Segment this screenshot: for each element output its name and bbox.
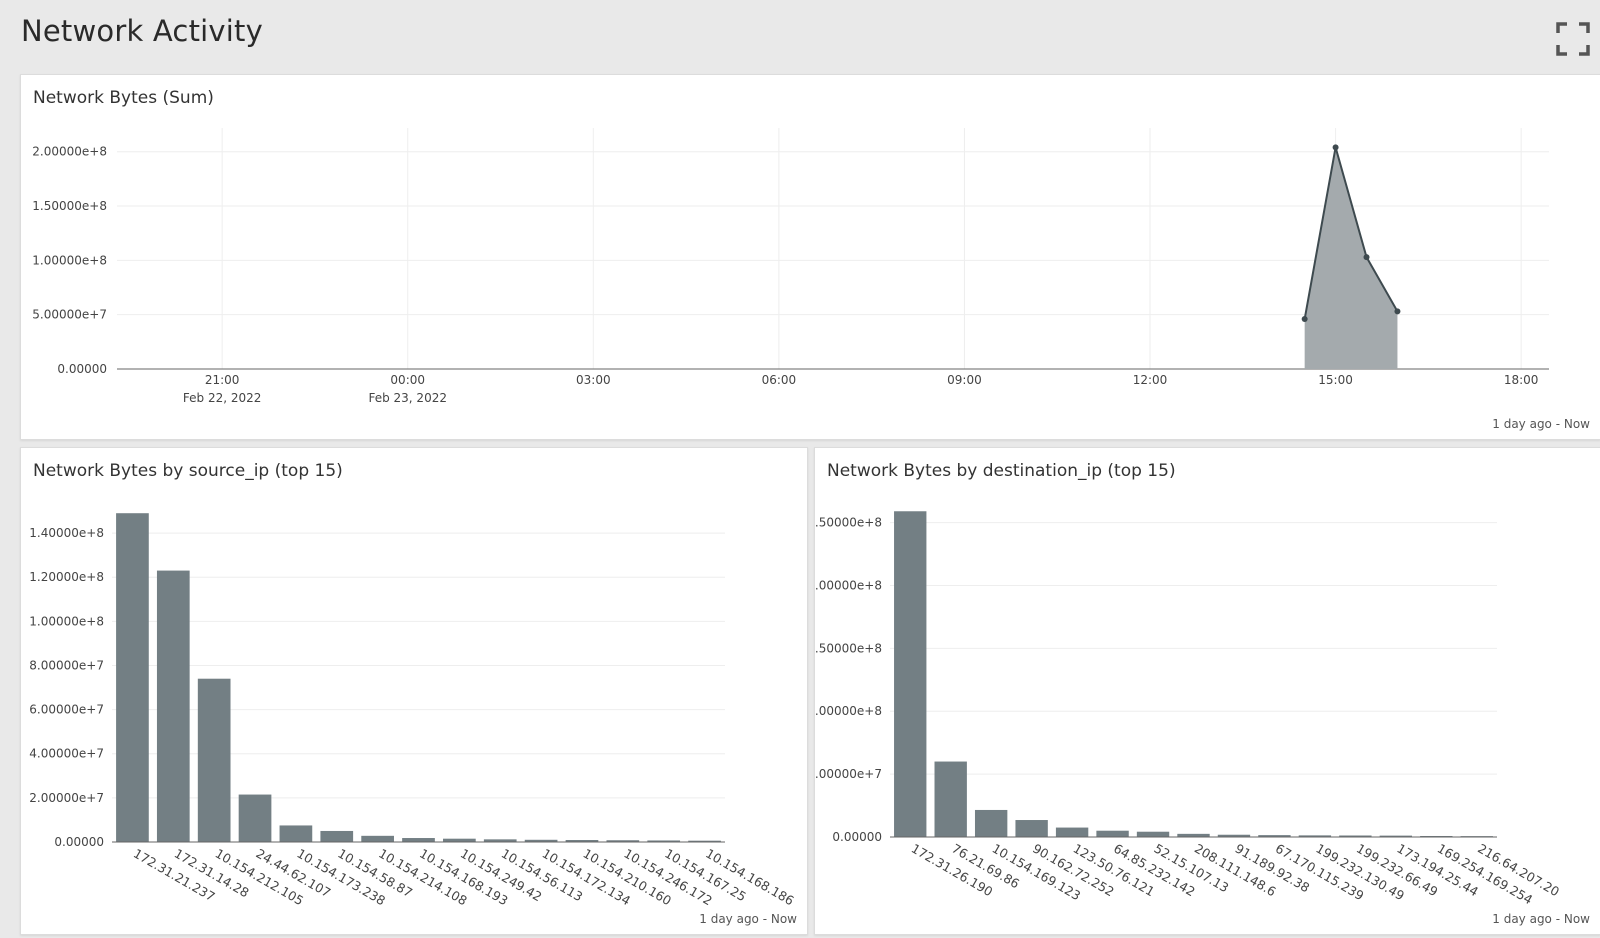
bar [361,835,394,842]
x-tick-date-label: Feb 23, 2022 [368,391,447,405]
bar [647,840,681,842]
bar [1420,835,1453,837]
bar [483,839,517,842]
bar [116,513,149,842]
panel-bytes-by-destination-ip: Network Bytes by destination_ip (top 15)… [814,447,1600,935]
time-range-label: 1 day ago - Now [699,912,797,926]
bar [1339,835,1372,837]
bar [1136,831,1170,837]
bar [565,840,599,842]
data-point [1332,144,1339,151]
bar [238,794,272,842]
bar [1096,830,1129,837]
bar [606,840,640,842]
bar [1217,834,1251,837]
bar [1015,820,1048,837]
y-tick-label: 1.20000e+8 [29,570,104,584]
bar [1379,835,1413,837]
y-tick-label: 5.00000e+7 [815,767,882,781]
y-tick-label: 1.50000e+8 [32,199,107,213]
x-tick-label: 00:00 [390,373,425,387]
bar [402,838,435,842]
y-tick-label: 2.00000e+8 [815,578,882,592]
data-point [1363,254,1370,261]
y-tick-label: 2.00000e+7 [29,791,104,805]
sum-area-chart: 0.00000 5.00000e+7 1.00000e+8 1.50000e+8 2.0… [32,128,1549,405]
time-range-label: 1 day ago - Now [1492,912,1590,926]
y-tick-label: 1.40000e+8 [29,526,104,540]
y-tick-label: 2.50000e+8 [815,516,882,530]
y-tick-label: 0.00000 [54,835,104,849]
bar [894,511,927,837]
y-tick-label: 0.00000 [57,362,107,376]
bar [524,839,558,842]
bar [156,570,190,842]
destination-ip-bar-chart: 0.00000 5.00000e+7 1.00000e+8 1.50000e+8 2.0… [815,511,1562,907]
y-tick-label: 6.00000e+7 [29,703,104,717]
series-line [1303,147,1399,320]
panel-network-bytes-sum: Network Bytes (Sum) 0.00000 5.00000e+7 1.0… [20,74,1600,440]
x-tick-label: 09:00 [947,373,982,387]
y-tick-label: 4.00000e+7 [29,747,104,761]
y-tick-label: 1.50000e+8 [815,641,882,655]
page-title: Network Activity [21,14,263,48]
source-ip-bar-chart: 0.00000 2.00000e+7 4.00000e+7 6.00000e+7 8.0… [29,513,797,908]
bar [934,761,967,837]
y-tick-label: 2.00000e+8 [32,145,107,159]
x-tick-label: 18:00 [1504,373,1539,387]
x-tick-date-label: Feb 22, 2022 [183,391,262,405]
fullscreen-icon[interactable] [1556,22,1590,56]
bar [1298,835,1332,837]
y-tick-label: 1.00000e+8 [32,253,107,267]
y-tick-label: 1.00000e+8 [815,704,882,718]
x-tick-label: 15:00 [1318,373,1353,387]
y-tick-label: 0.00000 [832,830,882,844]
bar [279,825,313,842]
x-tick-label: 03:00 [576,373,611,387]
data-point [1394,308,1401,315]
time-range-label: 1 day ago - Now [1492,417,1590,431]
data-point [1301,316,1308,323]
y-tick-label: 1.00000e+8 [29,614,104,628]
panel-title: Network Bytes by destination_ip (top 15) [827,461,1176,481]
bar [974,809,1008,837]
x-tick-label: 06:00 [762,373,797,387]
bar [443,838,476,842]
panel-title: Network Bytes (Sum) [33,88,214,108]
bar [320,830,354,842]
panel-title: Network Bytes by source_ip (top 15) [33,461,343,481]
bar [1055,827,1089,837]
x-tick-label: 21:00 [205,373,240,387]
series-area [1304,147,1398,369]
y-tick-label: 8.00000e+7 [29,658,104,672]
bar [197,678,231,842]
x-tick-label: 12:00 [1133,373,1168,387]
y-tick-label: 5.00000e+7 [32,308,107,322]
bar [688,840,721,842]
bar [1177,833,1210,837]
bar [1258,835,1291,837]
panel-bytes-by-source-ip: Network Bytes by source_ip (top 15) 0.00… [20,447,808,935]
